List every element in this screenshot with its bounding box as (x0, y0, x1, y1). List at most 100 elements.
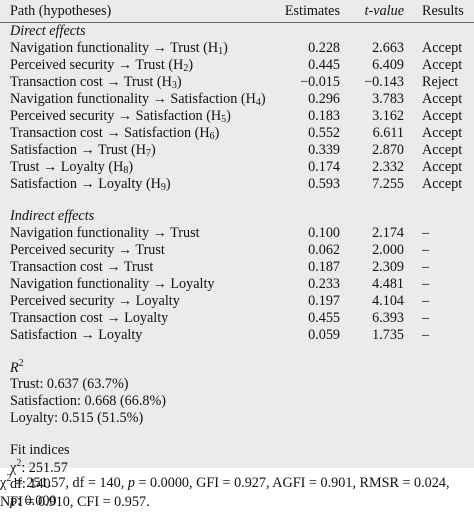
close-paren: ) (165, 175, 171, 192)
r2-item-row: Trust: 0.637 (63.7%) (0, 376, 474, 393)
t-value-cell: 6.611 (372, 125, 404, 142)
footnote-line-2: NFI = 0.910, CFI = 0.957. (0, 494, 150, 510)
fit-df: df: 140 (0, 476, 474, 493)
direct-effects-heading-row: Direct effects (0, 23, 474, 41)
result-cell: – (422, 327, 430, 344)
path-cell: Navigation functionality → Satisfaction … (0, 91, 270, 108)
path-cell: Trust → Loyalty (H8) (0, 159, 270, 176)
estimate-cell: 0.062 (308, 242, 340, 259)
estimate-cell: 0.183 (308, 108, 340, 125)
p-label: p (10, 493, 18, 510)
table-row: Navigation functionality → Trust (H1) 0.2… (0, 40, 474, 57)
t-value-cell: 2.870 (372, 142, 404, 159)
estimate-cell: 0.455 (308, 310, 340, 327)
spacer-row (0, 344, 474, 359)
close-paren: ) (188, 56, 194, 73)
estimate-cell: 0.233 (308, 276, 340, 293)
path-text: Trust → Loyalty (H (10, 158, 124, 175)
path-cell: Perceived security → Trust (0, 242, 270, 259)
result-cell: – (422, 276, 430, 293)
footnote-text: = 251.57, df = 140, (11, 475, 128, 491)
table-row: Navigation functionality → Loyalty 0.233 4… (0, 276, 474, 293)
close-paren: ) (226, 107, 231, 124)
fit-chi-row: χ2: 251.57 (0, 459, 474, 476)
fit-heading: Fit indices (0, 442, 474, 459)
result-cell: – (422, 259, 430, 276)
fit-df-row: df: 140 (0, 476, 474, 493)
table-background (0, 0, 474, 468)
t-value-cell: 7.255 (372, 176, 404, 193)
fit-p: p: 0.000 (10, 493, 57, 509)
header-t-value: t-value (364, 2, 404, 19)
r2-value: Satisfaction: 0.668 (66.8%) (10, 393, 167, 410)
estimate-cell: 0.100 (308, 225, 340, 242)
path-text: Perceived security → Trust (H (10, 56, 184, 73)
result-cell: – (422, 293, 430, 310)
t-value-cell: 4.104 (372, 293, 404, 310)
estimate-cell: 0.059 (308, 327, 340, 344)
chi-superscript: 2 (6, 473, 12, 484)
table-row: Trust → Loyalty (H8) 0.174 2.332 Accept (0, 159, 474, 176)
r2-item: Loyalty: 0.515 (51.5%) (0, 410, 474, 427)
estimate-cell: 0.187 (308, 259, 340, 276)
table-row: Perceived security → Loyalty 0.197 4.104 – (0, 293, 474, 310)
r2-item-row: Satisfaction: 0.668 (66.8%) (0, 393, 474, 410)
direct-effects-heading: Direct effects (10, 23, 86, 40)
hypothesis-number: 3 (171, 79, 177, 91)
path-cell: Satisfaction → Trust (H7) (0, 142, 270, 159)
fit-df: df: 140 (10, 476, 51, 493)
path-text: Navigation functionality → Trust (H (10, 39, 219, 56)
t-value-cell: 3.783 (372, 91, 404, 108)
spacer-row (0, 427, 474, 442)
estimate-cell: 0.228 (308, 40, 340, 57)
hypothesis-number: 6 (209, 130, 215, 142)
table-row: Transaction cost → Trust 0.187 2.309 – (0, 259, 474, 276)
estimate-cell: 0.552 (308, 125, 340, 142)
chi-superscript: 2 (16, 458, 22, 470)
hypothesis-number: 7 (145, 147, 151, 159)
indirect-effects-heading: Indirect effects (10, 208, 95, 225)
table-row: Perceived security → Satisfaction (H5) 0.… (0, 108, 474, 125)
hypothesis-number: 5 (221, 113, 227, 125)
hypothesis-number: 1 (218, 45, 224, 57)
t-value-cell: 6.393 (372, 310, 404, 327)
table-row: Navigation functionality → Satisfaction … (0, 91, 474, 108)
path-text: Navigation functionality → Trust (10, 225, 200, 242)
fit-heading-row: Fit indices (0, 442, 474, 459)
estimate-cell: 0.174 (308, 159, 340, 176)
estimate-cell: 0.296 (308, 91, 340, 108)
path-cell: Satisfaction → Loyalty (0, 327, 270, 344)
result-cell: Accept (422, 176, 463, 193)
hypothesis-number: 4 (255, 96, 261, 108)
table-row: Satisfaction → Loyalty 0.059 1.735 – (0, 327, 474, 344)
hypothesis-number: 2 (183, 62, 189, 74)
fit-chi: χ2: 251.57 (0, 459, 474, 476)
indirect-effects-heading-row: Indirect effects (0, 208, 474, 225)
r2-item: Trust: 0.637 (63.7%) (0, 376, 474, 393)
p-value: : 0.000 (17, 493, 57, 510)
path-text: Satisfaction → Loyalty (10, 327, 143, 344)
r2-superscript: 2 (18, 358, 24, 370)
result-cell: – (422, 242, 430, 259)
estimate-cell: 0.197 (308, 293, 340, 310)
path-text: Satisfaction → Trust (H (10, 141, 146, 158)
path-cell: Perceived security → Satisfaction (H5) (0, 108, 270, 125)
path-text: Transaction cost → Satisfaction (H (10, 124, 210, 141)
path-text: Perceived security → Satisfaction (H (10, 107, 222, 124)
path-cell: Transaction cost → Trust (0, 259, 270, 276)
hypothesis-number: 9 (160, 181, 166, 193)
path-cell: Perceived security → Trust (H2) (0, 57, 270, 74)
result-cell: Accept (422, 108, 463, 125)
path-cell: Navigation functionality → Loyalty (0, 276, 270, 293)
path-cell: Transaction cost → Loyalty (0, 310, 270, 327)
table-body: Direct effects Navigation functionality →… (0, 23, 474, 511)
spacer (0, 344, 474, 359)
result-cell: Accept (422, 159, 463, 176)
t-value-cell: 2.663 (372, 40, 404, 57)
estimate-cell: −0.015 (300, 74, 340, 91)
estimate-cell: 0.445 (308, 57, 340, 74)
path-text: Perceived security → Loyalty (10, 293, 180, 310)
r2-base: R (10, 360, 19, 377)
chi-value: : 251.57 (21, 460, 68, 477)
result-cell: – (422, 225, 430, 242)
